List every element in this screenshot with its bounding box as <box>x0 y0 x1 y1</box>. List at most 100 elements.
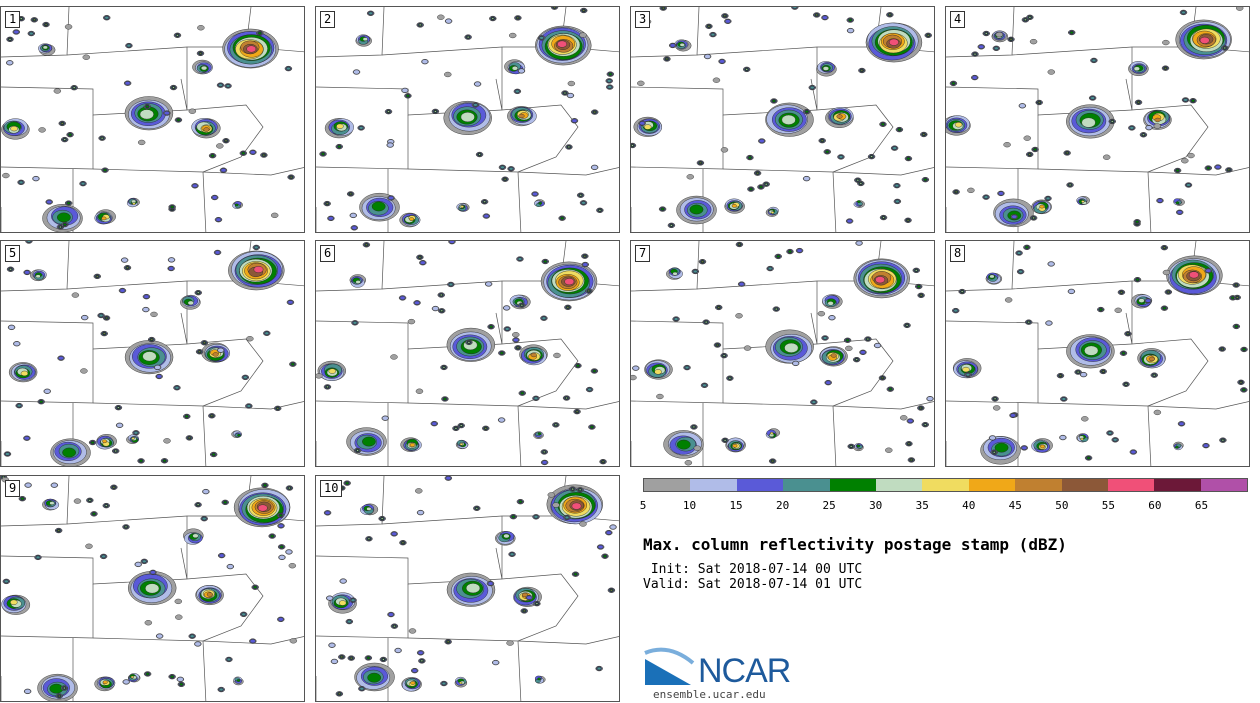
reflectivity-echo <box>686 174 694 180</box>
website-label: ensemble.ucar.edu <box>653 688 766 701</box>
reflectivity-echo <box>1029 38 1038 45</box>
state-border <box>66 241 252 290</box>
reflectivity-echo <box>1076 371 1080 373</box>
reflectivity-echo <box>725 19 731 24</box>
reflectivity-echo <box>1081 200 1085 203</box>
reflectivity-echo <box>473 103 478 107</box>
reflectivity-echo <box>1181 10 1186 15</box>
reflectivity-echo <box>920 294 922 296</box>
colorbar-swatch <box>875 479 923 491</box>
reflectivity-echo <box>518 68 525 74</box>
reflectivity-echo <box>1127 333 1129 335</box>
reflectivity-echo <box>13 341 20 347</box>
reflectivity-echo <box>1028 16 1032 19</box>
reflectivity-echo <box>1111 120 1114 123</box>
reflectivity-echo <box>103 332 106 335</box>
state-border <box>495 516 503 580</box>
init-time: Init: Sat 2018-07-14 00 UTC <box>643 562 863 577</box>
reflectivity-echo <box>359 687 365 691</box>
reflectivity-echo <box>965 373 971 377</box>
reflectivity-echo <box>263 484 267 487</box>
colorbar-tick-label: 20 <box>775 499 790 512</box>
reflectivity-echo <box>810 85 815 90</box>
reflectivity-echo <box>1215 165 1221 170</box>
state-border <box>186 573 264 642</box>
reflectivity-echo <box>538 201 543 205</box>
reflectivity-echo <box>246 45 257 53</box>
reflectivity-echo <box>915 269 918 272</box>
reflectivity-echo <box>142 307 150 312</box>
reflectivity-echo <box>460 424 463 427</box>
reflectivity-echo <box>907 219 909 221</box>
state-border <box>832 167 934 176</box>
reflectivity-echo <box>227 564 234 569</box>
reflectivity-echo <box>1016 251 1022 255</box>
reflectivity-echo <box>1068 184 1072 186</box>
reflectivity-echo <box>895 199 900 204</box>
reflectivity-echo <box>1137 101 1140 103</box>
reflectivity-echo <box>24 270 30 275</box>
reflectivity-echo <box>39 400 43 403</box>
reflectivity-echo <box>45 23 47 26</box>
state-border <box>1125 47 1133 111</box>
reflectivity-echo <box>288 487 291 489</box>
reflectivity-echo <box>684 460 693 466</box>
reflectivity-echo <box>367 537 371 540</box>
reflectivity-echo <box>20 497 25 500</box>
reflectivity-echo <box>866 338 870 340</box>
reflectivity-echo <box>101 216 107 221</box>
map-canvas <box>946 7 1249 232</box>
reflectivity-echo <box>582 262 588 267</box>
reflectivity-echo <box>830 353 837 358</box>
reflectivity-echo <box>855 241 863 246</box>
reflectivity-echo <box>684 365 690 370</box>
reflectivity-echo <box>716 344 719 346</box>
reflectivity-echo <box>578 488 582 491</box>
state-border <box>381 241 567 290</box>
member-number: 3 <box>635 11 651 28</box>
reflectivity-echo <box>759 139 765 143</box>
reflectivity-echo <box>63 687 66 689</box>
reflectivity-echo <box>177 677 184 682</box>
state-border <box>180 516 188 580</box>
reflectivity-echo <box>145 105 149 108</box>
reflectivity-echo <box>631 374 637 381</box>
map-canvas <box>1 241 304 466</box>
reflectivity-echo <box>563 92 567 94</box>
reflectivity-echo <box>530 352 537 358</box>
reflectivity-echo <box>35 555 41 559</box>
reflectivity-echo <box>133 431 139 435</box>
reflectivity-echo <box>1178 421 1185 426</box>
reflectivity-echo <box>603 554 607 558</box>
reflectivity-echo <box>520 304 524 307</box>
reflectivity-echo <box>218 83 223 87</box>
reflectivity-echo <box>547 492 555 498</box>
reflectivity-echo <box>985 32 988 35</box>
reflectivity-echo <box>121 257 128 263</box>
map-canvas <box>631 7 934 232</box>
state-border <box>92 637 207 701</box>
reflectivity-echo <box>673 317 679 321</box>
reflectivity-echo <box>954 122 963 128</box>
colorbar-swatch <box>968 479 1016 491</box>
reflectivity-echo <box>722 354 726 357</box>
state-border <box>180 47 188 111</box>
reflectivity-echo <box>973 53 977 56</box>
reflectivity-echo <box>253 585 257 589</box>
reflectivity-echo <box>198 351 201 353</box>
reflectivity-echo <box>202 489 210 494</box>
reflectivity-echo <box>708 25 710 27</box>
reflectivity-echo <box>401 88 409 93</box>
reflectivity-echo <box>732 444 738 448</box>
reflectivity-echo <box>81 315 88 320</box>
reflectivity-echo <box>415 388 424 394</box>
reflectivity-echo <box>788 250 792 253</box>
reflectivity-echo <box>1028 153 1031 156</box>
reflectivity-echo <box>402 542 404 544</box>
reflectivity-echo <box>351 225 358 230</box>
reflectivity-echo <box>910 459 913 461</box>
reflectivity-echo <box>170 205 174 209</box>
reflectivity-echo <box>185 415 189 418</box>
reflectivity-echo <box>9 268 12 271</box>
member-number: 6 <box>320 245 336 262</box>
